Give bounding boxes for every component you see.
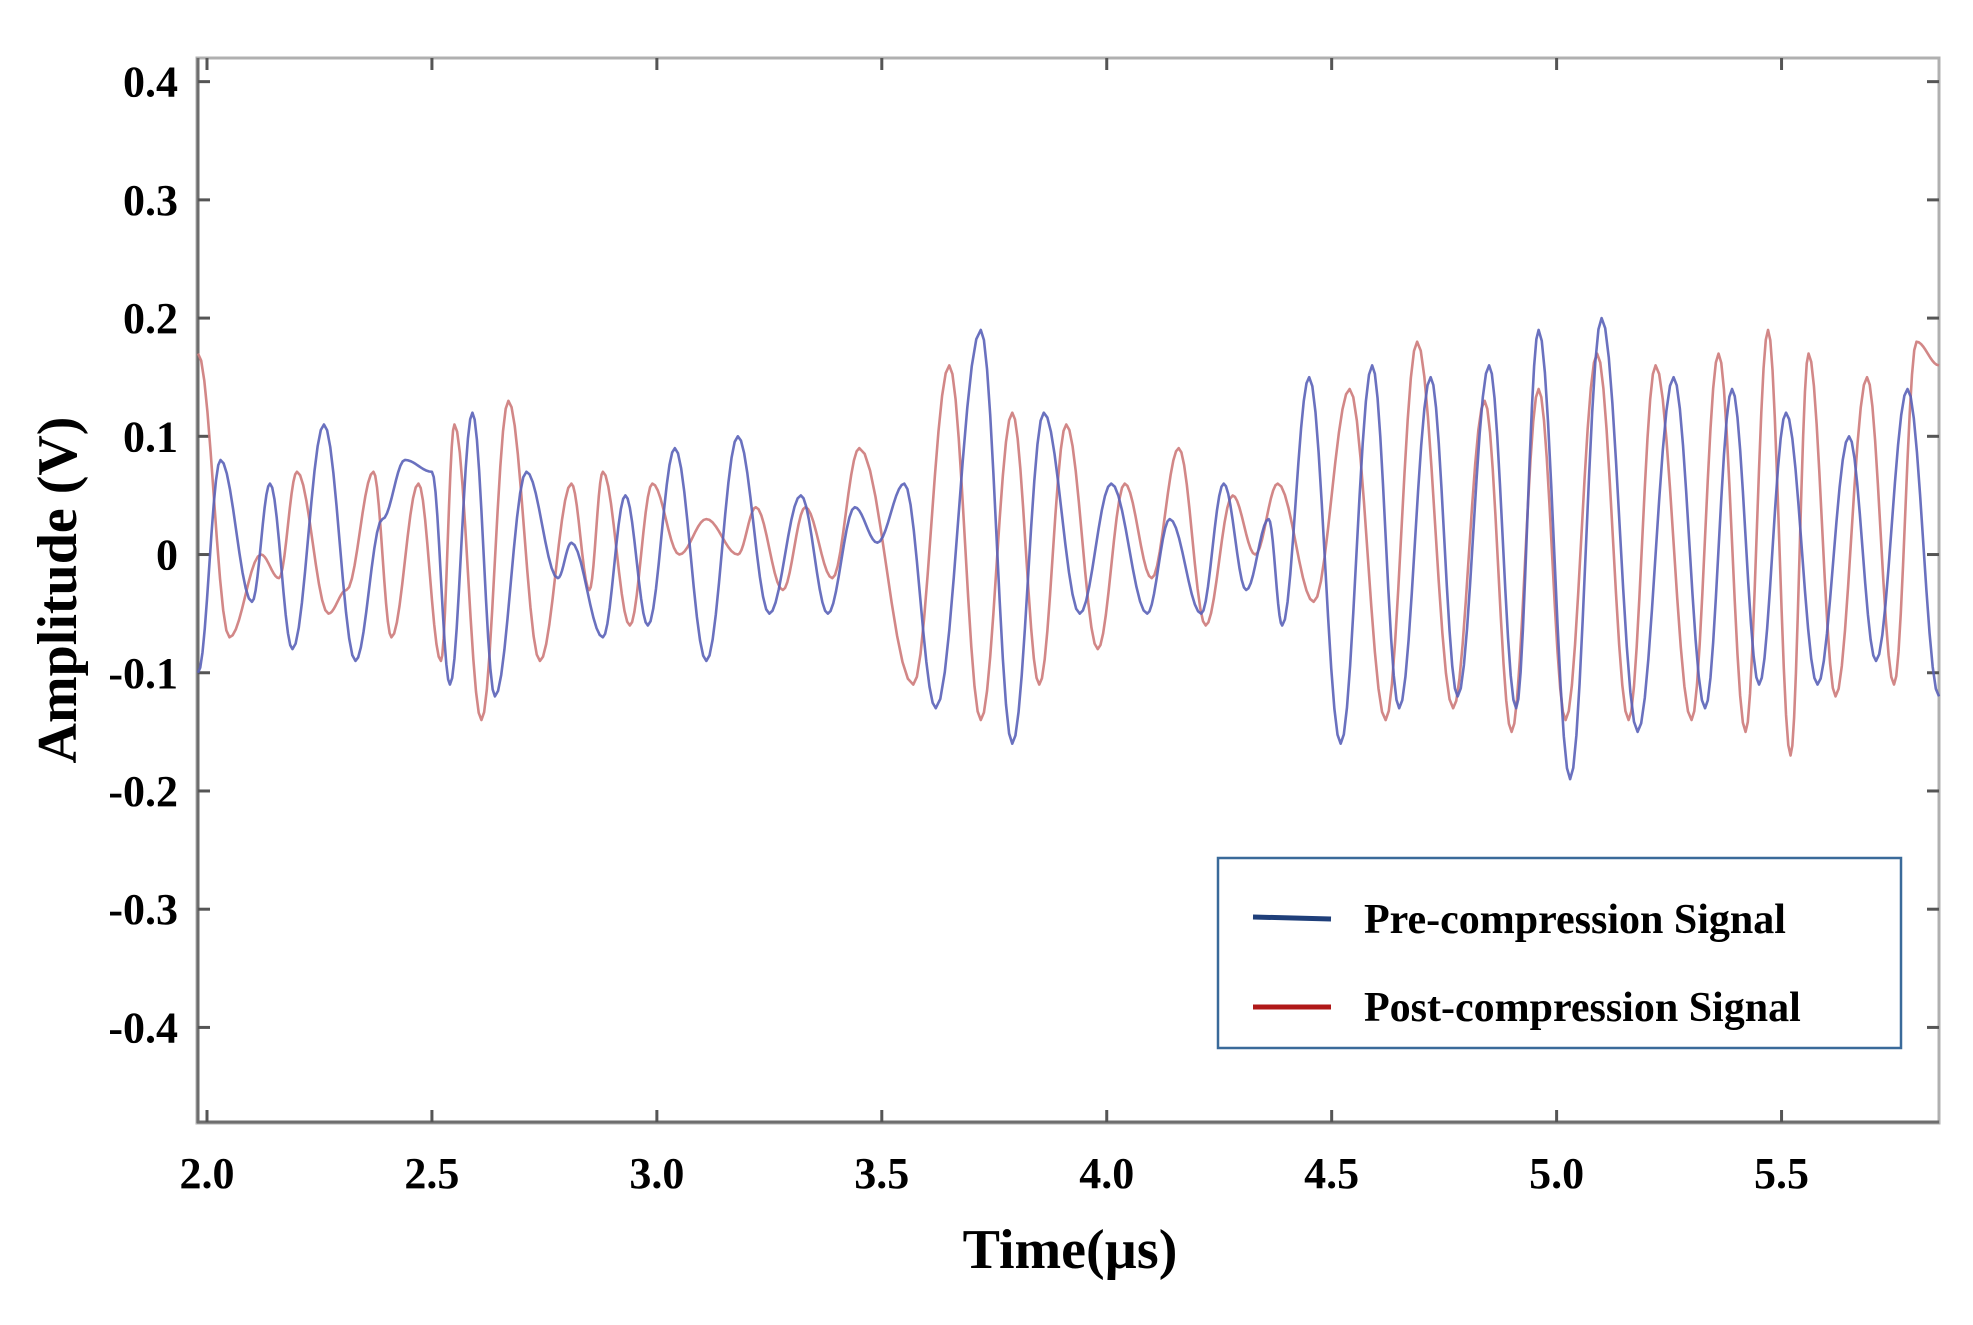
x-tick-labels: 2.0 2.5 3.0 3.5 4.0 4.5 5.0 5.5 — [179, 1149, 1809, 1198]
x-tick-label: 5.0 — [1529, 1149, 1584, 1198]
y-tick-label: -0.2 — [108, 767, 178, 816]
plot-series — [196, 316, 1941, 781]
legend-swatch-pre-compression — [1252, 914, 1332, 922]
y-tick-label: -0.3 — [108, 885, 178, 934]
y-axis-title: Amplitude (V) — [27, 417, 89, 764]
x-tick-label: 4.5 — [1304, 1149, 1359, 1198]
x-tick-label: 4.0 — [1079, 1149, 1134, 1198]
y-tick-labels: 0.4 0.3 0.2 0.1 0 -0.1 -0.2 -0.3 -0.4 — [108, 58, 178, 1053]
legend-box — [1216, 856, 1903, 1050]
y-tick-label: -0.1 — [108, 649, 178, 698]
x-tick-label: 5.5 — [1754, 1149, 1809, 1198]
y-tick-label: -0.4 — [108, 1003, 178, 1052]
series-line-post-compression — [196, 328, 1940, 757]
x-tick-label: 3.0 — [629, 1149, 684, 1198]
legend-label-post-compression: Post-compression Signal — [1364, 985, 1801, 1031]
y-tick-label: 0.2 — [123, 294, 178, 343]
legend-label-pre-compression: Pre-compression Signal — [1364, 897, 1786, 943]
y-tick-label: 0 — [156, 531, 178, 580]
tick-marks — [198, 58, 1939, 1122]
y-tick-label: 0.1 — [123, 412, 178, 461]
legend: Pre-compression Signal Post-compression … — [1216, 856, 1903, 1050]
x-tick-label: 3.5 — [854, 1149, 909, 1198]
x-tick-label: 2.5 — [404, 1149, 459, 1198]
y-tick-label: 0.3 — [123, 176, 178, 225]
x-axis-title: Time(µs) — [963, 1219, 1178, 1281]
x-tick-label: 2.0 — [179, 1149, 234, 1198]
y-tick-label: 0.4 — [123, 58, 178, 107]
series-line-pre-compression — [196, 316, 1941, 781]
